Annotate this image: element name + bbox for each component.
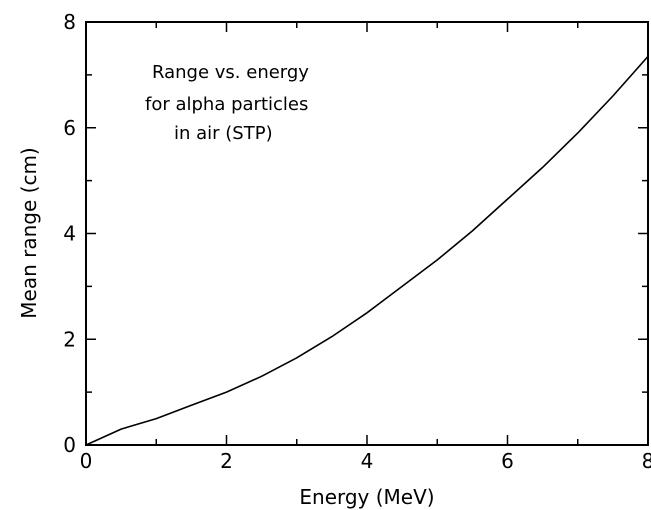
y-tick-label: 2 [63, 327, 76, 351]
x-axis-label: Energy (MeV) [299, 485, 434, 509]
y-tick-label: 0 [63, 433, 76, 457]
axis-ticks [85, 21, 649, 446]
y-tick-label: 6 [63, 116, 76, 140]
y-tick-labels: 0 2 4 6 8 [63, 10, 76, 457]
annotation-line-2: for alpha particles [145, 94, 308, 115]
x-tick-label: 0 [80, 449, 93, 473]
x-tick-label: 2 [220, 449, 233, 473]
annotation-line-1: Range vs. energy [152, 62, 309, 83]
x-tick-label: 8 [642, 449, 651, 473]
x-tick-label: 6 [501, 449, 514, 473]
y-tick-label: 4 [63, 222, 76, 246]
y-axis-label: Mean range (cm) [17, 147, 41, 318]
x-tick-label: 4 [361, 449, 374, 473]
x-tick-labels: 0 2 4 6 8 [80, 449, 651, 473]
plot-frame [85, 21, 649, 446]
range-curve [85, 55, 649, 446]
annotation-line-3: in air (STP) [174, 123, 273, 144]
y-tick-label: 8 [63, 10, 76, 34]
